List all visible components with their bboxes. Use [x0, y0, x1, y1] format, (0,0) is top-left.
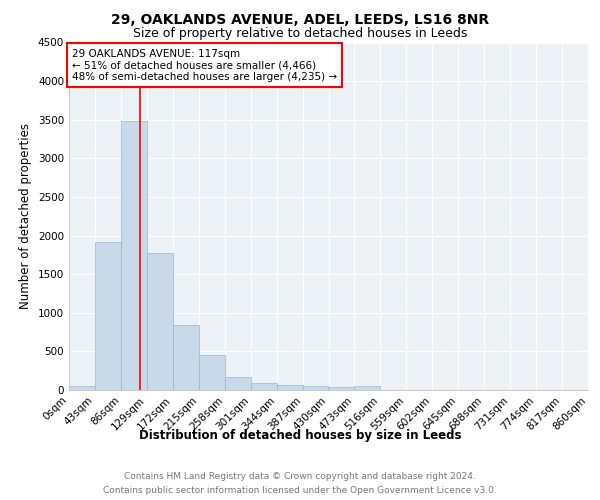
- Bar: [302, 386, 329, 390]
- Text: Contains public sector information licensed under the Open Government Licence v3: Contains public sector information licen…: [103, 486, 497, 495]
- Text: Size of property relative to detached houses in Leeds: Size of property relative to detached ho…: [133, 28, 467, 40]
- Text: Contains HM Land Registry data © Crown copyright and database right 2024.: Contains HM Land Registry data © Crown c…: [124, 472, 476, 481]
- Bar: [95, 242, 121, 390]
- Text: 29 OAKLANDS AVENUE: 117sqm
← 51% of detached houses are smaller (4,466)
48% of s: 29 OAKLANDS AVENUE: 117sqm ← 51% of deta…: [72, 48, 337, 82]
- Bar: [173, 325, 199, 390]
- Bar: [199, 355, 224, 390]
- Bar: [329, 386, 355, 390]
- Y-axis label: Number of detached properties: Number of detached properties: [19, 123, 32, 309]
- Text: Distribution of detached houses by size in Leeds: Distribution of detached houses by size …: [139, 430, 461, 442]
- Bar: [147, 254, 173, 390]
- Bar: [121, 122, 147, 390]
- Bar: [355, 386, 380, 390]
- Bar: [224, 378, 251, 390]
- Bar: [69, 386, 95, 390]
- Bar: [251, 382, 277, 390]
- Bar: [277, 386, 302, 390]
- Text: 29, OAKLANDS AVENUE, ADEL, LEEDS, LS16 8NR: 29, OAKLANDS AVENUE, ADEL, LEEDS, LS16 8…: [111, 12, 489, 26]
